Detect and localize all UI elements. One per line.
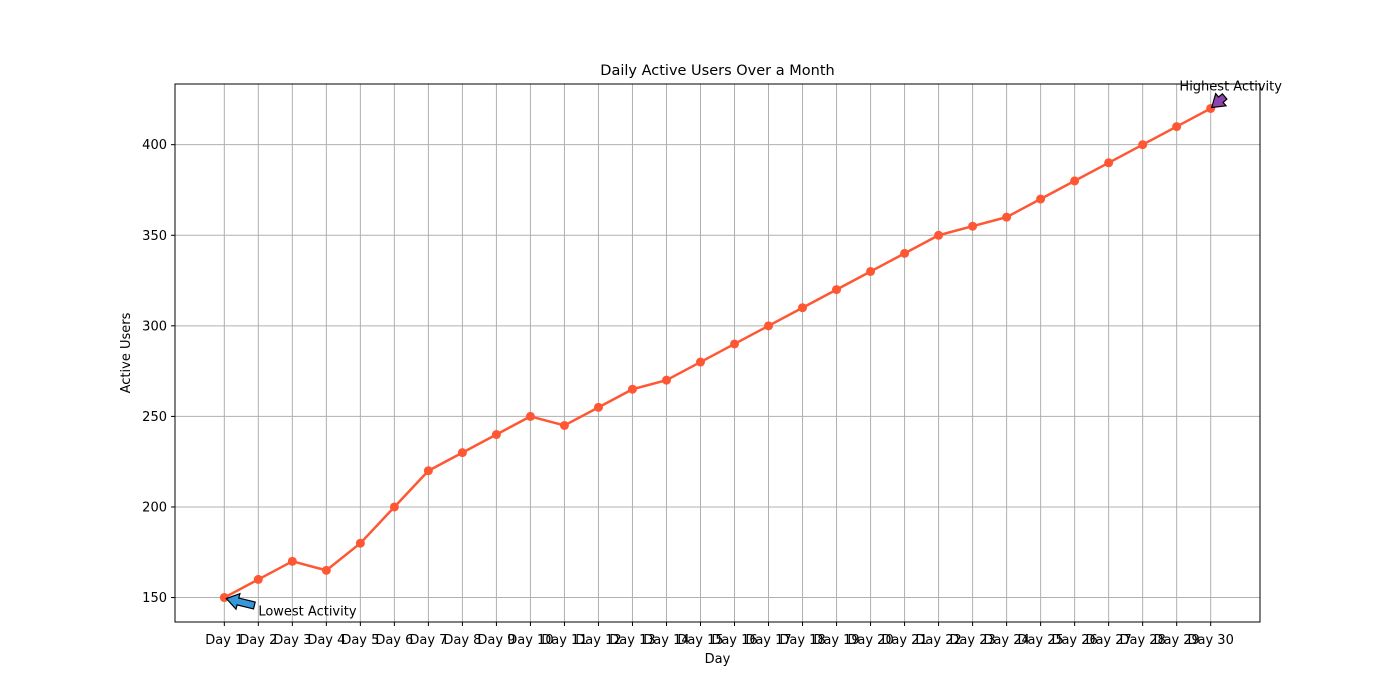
data-point xyxy=(1172,122,1182,132)
annotation-arrow xyxy=(1210,92,1228,109)
data-point xyxy=(968,221,978,231)
x-tick-label: Day 28 xyxy=(1119,633,1165,648)
x-tick-label: Day 13 xyxy=(609,633,655,648)
data-point xyxy=(934,230,944,240)
y-axis: 150 200 250 300 350 400 xyxy=(142,138,175,606)
data-point xyxy=(764,321,774,331)
x-tick-label: Day 3 xyxy=(273,633,311,648)
grid xyxy=(175,84,1260,622)
x-tick-label: Day 22 xyxy=(915,633,961,648)
data-point xyxy=(695,357,705,367)
y-tick-label: 350 xyxy=(142,229,167,244)
x-tick-label: Day 6 xyxy=(375,633,413,648)
x-tick-label: Day 9 xyxy=(477,633,515,648)
x-tick-label: Day 15 xyxy=(677,633,723,648)
x-tick-label: Day 29 xyxy=(1153,633,1199,648)
x-tick-label: Day 26 xyxy=(1051,633,1097,648)
data-point xyxy=(1104,158,1114,168)
data-point xyxy=(798,303,808,313)
data-point xyxy=(423,466,433,476)
x-tick-label: Day 20 xyxy=(847,633,893,648)
x-tick-label: Day 2 xyxy=(239,633,277,648)
data-point xyxy=(491,430,501,440)
x-tick-label: Day 4 xyxy=(307,633,345,648)
series xyxy=(219,103,1216,603)
x-tick-label: Day 16 xyxy=(711,633,757,648)
data-point xyxy=(355,538,365,548)
data-point xyxy=(321,565,331,575)
x-tick-label: Day 7 xyxy=(409,633,447,648)
data-point xyxy=(559,420,569,430)
data-point xyxy=(900,248,910,258)
x-tick-label: Day 27 xyxy=(1085,633,1131,648)
data-point xyxy=(627,384,637,394)
x-tick-label: Day 12 xyxy=(575,633,621,648)
data-point xyxy=(525,411,535,421)
x-tick-label: Day 11 xyxy=(541,633,587,648)
y-tick-label: 300 xyxy=(142,319,167,334)
x-axis-label: Day xyxy=(705,652,731,667)
data-point xyxy=(1002,212,1012,222)
x-tick-label: Day 17 xyxy=(745,633,791,648)
annotation-label: Lowest Activity xyxy=(258,605,357,620)
data-point xyxy=(219,593,229,603)
data-point xyxy=(253,574,263,584)
y-tick-label: 150 xyxy=(142,591,167,606)
series-line xyxy=(223,107,1212,599)
x-tick-label: Day 19 xyxy=(813,633,859,648)
data-point xyxy=(1138,140,1148,150)
data-point xyxy=(287,556,297,566)
x-tick-label: Day 14 xyxy=(643,633,689,648)
x-tick-label: Day 24 xyxy=(983,633,1029,648)
x-tick-label: Day 23 xyxy=(949,633,995,648)
data-point xyxy=(866,266,876,276)
annotations: Lowest Activity Highest Activity xyxy=(225,79,1282,620)
annotation-label: Highest Activity xyxy=(1179,79,1282,94)
x-tick-label: Day 1 xyxy=(205,633,243,648)
data-point xyxy=(1070,176,1080,186)
annotation-arrow xyxy=(225,592,256,611)
data-point xyxy=(457,448,467,458)
chart-title: Daily Active Users Over a Month xyxy=(600,63,834,79)
y-tick-label: 200 xyxy=(142,500,167,515)
x-tick-label: Day 5 xyxy=(341,633,379,648)
y-tick-label: 400 xyxy=(142,138,167,153)
x-tick-label: Day 25 xyxy=(1017,633,1063,648)
data-point xyxy=(593,402,603,412)
data-point xyxy=(1036,194,1046,204)
plot-area xyxy=(174,83,1261,623)
x-tick-label: Day 8 xyxy=(443,633,481,648)
x-tick-label: Day 10 xyxy=(507,633,553,648)
y-tick-label: 250 xyxy=(142,410,167,425)
data-point xyxy=(389,502,399,512)
x-tick-label: Day 30 xyxy=(1188,633,1234,648)
data-point xyxy=(832,285,842,295)
x-tick-label: Day 21 xyxy=(881,633,927,648)
x-tick-label: Day 18 xyxy=(779,633,825,648)
data-point xyxy=(661,375,671,385)
data-point xyxy=(730,339,740,349)
y-axis-label: Active Users xyxy=(119,312,134,393)
